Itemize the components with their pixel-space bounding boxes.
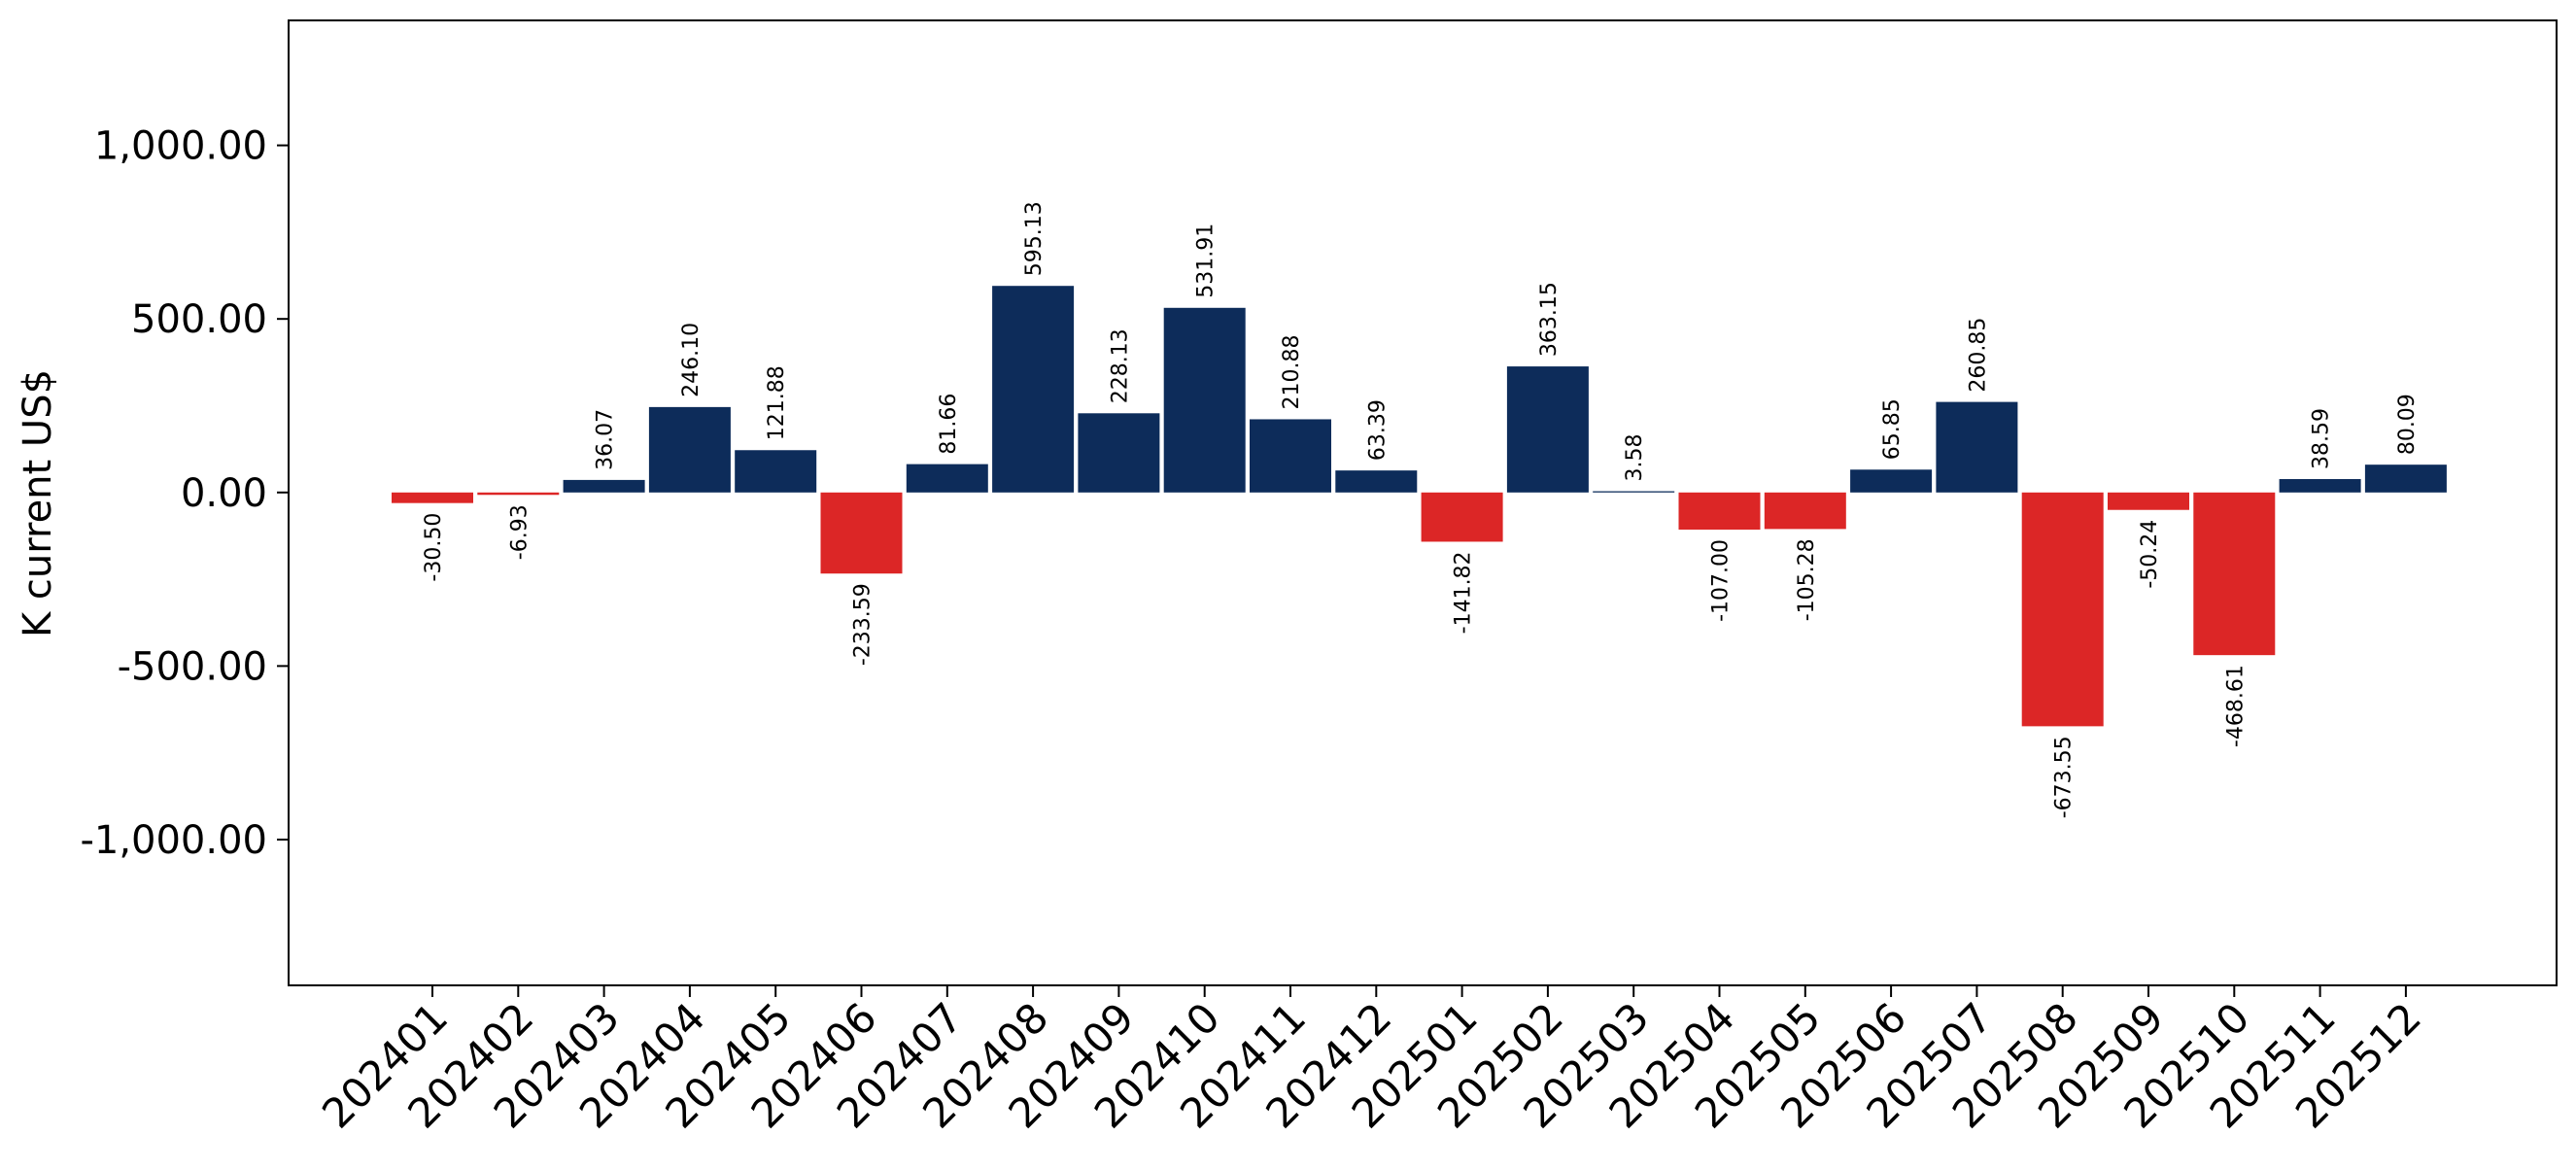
bar-202504 bbox=[1678, 492, 1761, 531]
y-axis: -1,000.00 -500.00 0.00 500.00 1,000.00 bbox=[80, 124, 289, 863]
bar-202411 bbox=[1250, 419, 1331, 493]
bar-202510 bbox=[2193, 492, 2276, 656]
data-label: 246.10 bbox=[679, 323, 704, 397]
bar-202508 bbox=[2021, 492, 2104, 727]
bar-202501 bbox=[1421, 492, 1503, 542]
bar-202506 bbox=[1850, 469, 1933, 493]
data-label: 260.85 bbox=[1966, 318, 1990, 393]
bar-202511 bbox=[2279, 479, 2361, 493]
x-axis: 2024012024022024032024042024052024062024… bbox=[313, 985, 2430, 1137]
data-label: -673.55 bbox=[2052, 736, 2077, 818]
y-tick-label: -1,000.00 bbox=[80, 818, 267, 863]
data-label: 210.88 bbox=[1280, 334, 1304, 409]
data-label: 121.88 bbox=[765, 365, 789, 440]
y-axis-label: K current US$ bbox=[16, 369, 60, 637]
bar-202405 bbox=[735, 450, 817, 493]
data-label: -468.61 bbox=[2223, 665, 2248, 747]
data-labels: -30.50 -6.93 36.07 246.10 121.88 -233.59 81.66… bbox=[422, 201, 2420, 818]
data-label: -141.82 bbox=[1452, 551, 1476, 634]
bar-202505 bbox=[1764, 492, 1846, 530]
bar-202408 bbox=[992, 286, 1075, 493]
bar-202401 bbox=[392, 492, 473, 503]
data-label: 595.13 bbox=[1022, 201, 1047, 276]
y-tick-label: -500.00 bbox=[118, 644, 267, 689]
data-label: 3.58 bbox=[1623, 434, 1647, 482]
data-label: 38.59 bbox=[2310, 408, 2334, 469]
bar-202512 bbox=[2364, 465, 2447, 493]
y-tick-label: 500.00 bbox=[131, 297, 267, 342]
bar-202404 bbox=[648, 406, 731, 493]
data-label: 228.13 bbox=[1108, 328, 1132, 403]
data-label: -50.24 bbox=[2138, 520, 2162, 589]
data-label: 81.66 bbox=[937, 394, 961, 455]
bar-202503 bbox=[1593, 491, 1675, 493]
data-label: -107.00 bbox=[1709, 539, 1734, 622]
bar-202402 bbox=[477, 492, 560, 496]
bar-202410 bbox=[1163, 307, 1246, 493]
data-label: 80.09 bbox=[2395, 394, 2420, 455]
data-label: 36.07 bbox=[594, 409, 618, 470]
data-label: -6.93 bbox=[507, 504, 532, 560]
bar-202403 bbox=[563, 479, 645, 493]
data-label: -30.50 bbox=[422, 513, 446, 582]
bar-202509 bbox=[2108, 492, 2189, 510]
bar-202507 bbox=[1936, 401, 2018, 493]
data-label: -105.28 bbox=[1795, 538, 1819, 621]
data-label: -233.59 bbox=[851, 583, 876, 666]
bar-202406 bbox=[820, 492, 903, 574]
bar-202407 bbox=[906, 464, 988, 493]
bar-202412 bbox=[1335, 470, 1418, 493]
data-label: 363.15 bbox=[1537, 282, 1562, 357]
bars bbox=[392, 286, 2447, 727]
bar-202409 bbox=[1078, 413, 1160, 493]
y-tick-label: 0.00 bbox=[181, 471, 267, 516]
data-label: 531.91 bbox=[1194, 224, 1219, 298]
bar-202502 bbox=[1506, 366, 1589, 493]
y-tick-label: 1,000.00 bbox=[94, 124, 267, 169]
data-label: 63.39 bbox=[1365, 399, 1390, 461]
data-label: 65.85 bbox=[1880, 398, 1905, 460]
